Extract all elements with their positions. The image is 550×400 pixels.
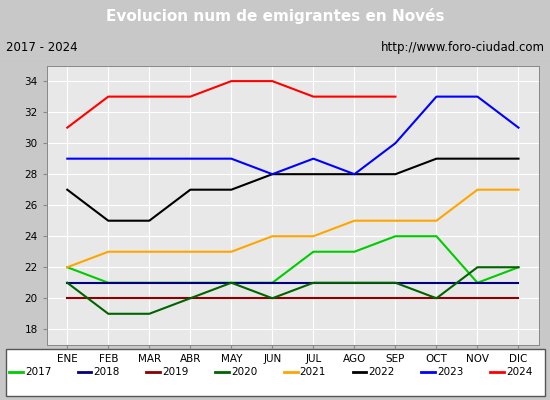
Text: 2023: 2023 <box>437 367 464 378</box>
Text: 2018: 2018 <box>94 367 120 378</box>
Text: 2024: 2024 <box>506 367 532 378</box>
Text: Evolucion num de emigrantes en Novés: Evolucion num de emigrantes en Novés <box>106 8 444 24</box>
Text: 2017: 2017 <box>25 367 51 378</box>
Text: 2017 - 2024: 2017 - 2024 <box>6 41 77 54</box>
Text: 2019: 2019 <box>162 367 189 378</box>
FancyBboxPatch shape <box>6 349 544 396</box>
Text: http://www.foro-ciudad.com: http://www.foro-ciudad.com <box>381 41 544 54</box>
Text: 2021: 2021 <box>300 367 326 378</box>
Text: 2022: 2022 <box>368 367 395 378</box>
Text: 2020: 2020 <box>231 367 257 378</box>
